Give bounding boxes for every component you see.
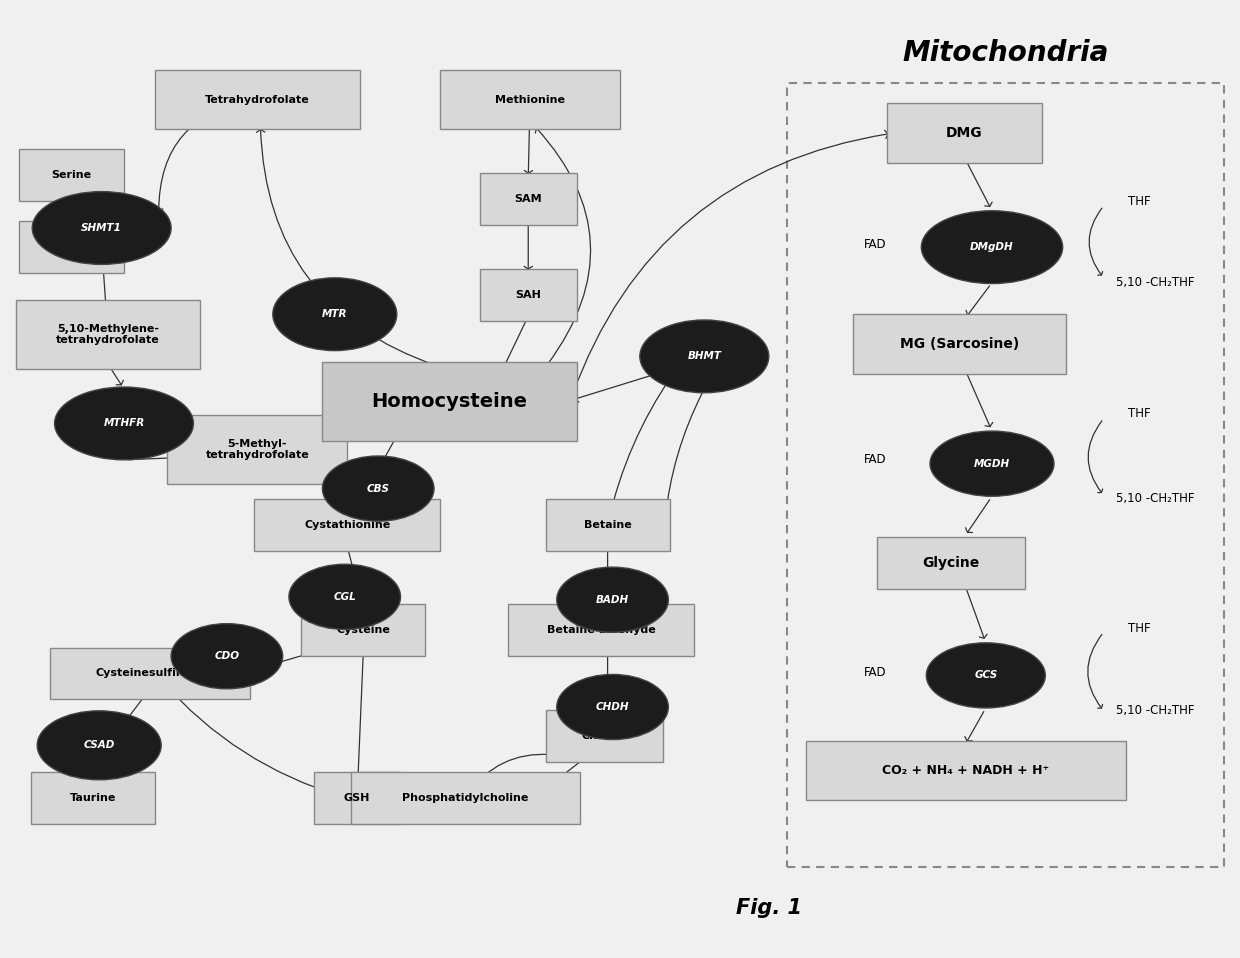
Ellipse shape xyxy=(171,624,283,689)
Text: Serine: Serine xyxy=(51,171,92,180)
FancyBboxPatch shape xyxy=(351,772,580,824)
FancyBboxPatch shape xyxy=(546,710,663,762)
FancyBboxPatch shape xyxy=(167,415,347,484)
Text: CO₂ + NH₄ + NADH + H⁺: CO₂ + NH₄ + NADH + H⁺ xyxy=(883,764,1049,777)
Text: Homocysteine: Homocysteine xyxy=(372,392,527,411)
FancyBboxPatch shape xyxy=(50,648,250,699)
FancyBboxPatch shape xyxy=(301,604,425,656)
Text: BHMT: BHMT xyxy=(687,352,722,361)
Text: DMgDH: DMgDH xyxy=(970,242,1014,252)
FancyBboxPatch shape xyxy=(508,604,694,656)
FancyBboxPatch shape xyxy=(155,70,360,129)
Text: Mitochondria: Mitochondria xyxy=(903,38,1109,67)
FancyBboxPatch shape xyxy=(16,300,200,369)
Text: GSH: GSH xyxy=(343,793,371,803)
Text: 5,10 -CH₂THF: 5,10 -CH₂THF xyxy=(1116,704,1194,718)
Text: Glycine: Glycine xyxy=(923,557,980,570)
Text: Glycine: Glycine xyxy=(48,242,94,252)
FancyBboxPatch shape xyxy=(480,269,577,321)
FancyBboxPatch shape xyxy=(546,499,670,551)
FancyBboxPatch shape xyxy=(322,362,577,441)
FancyBboxPatch shape xyxy=(887,103,1042,163)
Text: FAD: FAD xyxy=(864,238,887,251)
Ellipse shape xyxy=(273,278,397,351)
Text: Cysteine: Cysteine xyxy=(336,626,391,635)
Text: 5,10 -CH₂THF: 5,10 -CH₂THF xyxy=(1116,491,1194,505)
Text: Cystathionine: Cystathionine xyxy=(304,520,391,530)
Text: THF: THF xyxy=(1128,194,1151,208)
FancyBboxPatch shape xyxy=(877,537,1025,589)
Text: SHMT1: SHMT1 xyxy=(82,223,122,233)
Ellipse shape xyxy=(926,643,1045,708)
Text: CSAD: CSAD xyxy=(83,741,115,750)
Ellipse shape xyxy=(55,387,193,460)
Ellipse shape xyxy=(930,431,1054,496)
Text: FAD: FAD xyxy=(864,666,887,679)
Text: SAM: SAM xyxy=(515,194,542,204)
Ellipse shape xyxy=(640,320,769,393)
Text: SAH: SAH xyxy=(516,290,541,300)
Text: DMG: DMG xyxy=(946,126,982,140)
Text: MG (Sarcosine): MG (Sarcosine) xyxy=(900,337,1019,351)
Text: THF: THF xyxy=(1128,407,1151,421)
Ellipse shape xyxy=(32,192,171,264)
Text: FAD: FAD xyxy=(864,453,887,467)
Text: Taurine: Taurine xyxy=(69,793,117,803)
Text: Betaine: Betaine xyxy=(584,520,631,530)
Text: CDO: CDO xyxy=(215,651,239,661)
Ellipse shape xyxy=(557,674,668,740)
FancyBboxPatch shape xyxy=(19,221,124,273)
Text: 5-Methyl-
tetrahydrofolate: 5-Methyl- tetrahydrofolate xyxy=(206,439,309,460)
Text: THF: THF xyxy=(1128,622,1151,635)
Text: 5,10 -CH₂THF: 5,10 -CH₂THF xyxy=(1116,276,1194,289)
Text: CGL: CGL xyxy=(334,592,356,602)
Ellipse shape xyxy=(289,564,401,629)
Text: BADH: BADH xyxy=(596,595,629,604)
FancyBboxPatch shape xyxy=(19,149,124,201)
FancyBboxPatch shape xyxy=(480,173,577,225)
Text: Methionine: Methionine xyxy=(495,95,565,104)
Text: Phosphatidylcholine: Phosphatidylcholine xyxy=(403,793,528,803)
Ellipse shape xyxy=(557,567,668,632)
Ellipse shape xyxy=(37,711,161,780)
Text: GCS: GCS xyxy=(975,671,997,680)
FancyBboxPatch shape xyxy=(853,314,1066,374)
Text: Betaine aldehyde: Betaine aldehyde xyxy=(547,626,656,635)
FancyBboxPatch shape xyxy=(787,83,1224,867)
Text: 5,10-Methylene-
tetrahydrofolate: 5,10-Methylene- tetrahydrofolate xyxy=(56,324,160,345)
FancyBboxPatch shape xyxy=(806,741,1126,800)
FancyBboxPatch shape xyxy=(254,499,440,551)
Text: CBS: CBS xyxy=(367,484,389,493)
Text: Fig. 1: Fig. 1 xyxy=(735,899,802,918)
Text: CHDH: CHDH xyxy=(595,702,630,712)
Text: MTHFR: MTHFR xyxy=(103,419,145,428)
FancyBboxPatch shape xyxy=(440,70,620,129)
Text: MTR: MTR xyxy=(322,309,347,319)
Text: MGDH: MGDH xyxy=(973,459,1011,468)
Text: Tetrahydrofolate: Tetrahydrofolate xyxy=(205,95,310,104)
Ellipse shape xyxy=(322,456,434,521)
Text: Cysteinesulfinate: Cysteinesulfinate xyxy=(95,669,205,678)
Text: Choline: Choline xyxy=(582,731,627,741)
FancyBboxPatch shape xyxy=(31,772,155,824)
FancyBboxPatch shape xyxy=(314,772,401,824)
Ellipse shape xyxy=(921,211,1063,284)
